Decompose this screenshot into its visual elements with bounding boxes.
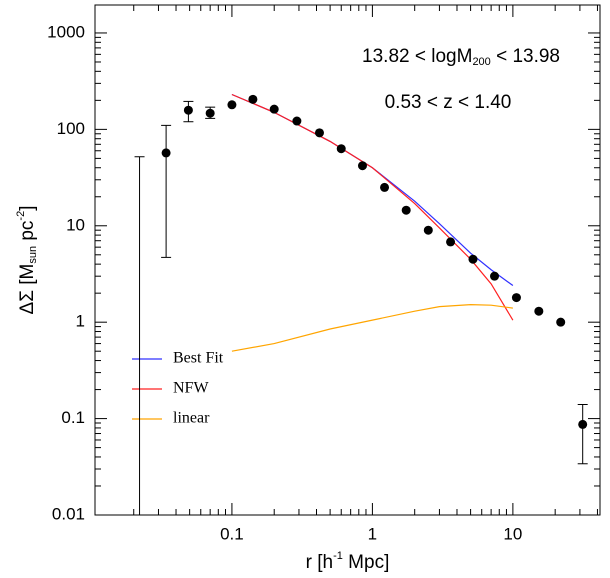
y-tick-label: 1 [76,312,85,331]
annotation: 13.82 < logM200 < 13.98 [362,46,560,68]
x-axis-label-part: r [h [306,552,333,573]
y-axis-label-part: -2 [15,211,27,221]
point [248,94,258,104]
point [161,148,171,158]
point [446,237,456,247]
point [490,271,500,281]
y-axis-label-part: ] [17,206,38,211]
point [380,182,390,192]
x-tick-label: 1 [368,524,377,543]
x-tick-label: 10 [503,524,522,543]
x-axis-label-part: -1 [333,550,343,562]
annotation-part: < 13.98 [491,46,560,67]
point [314,128,324,138]
point [183,105,193,115]
y-axis-label-part: pc [17,221,38,246]
x-tick-label: 0.1 [220,524,244,543]
y-tick-label: 0.01 [52,504,85,523]
point [511,293,521,303]
point [578,419,588,429]
y-axis-label-part: sun [27,246,39,264]
line [231,93,514,321]
point [292,116,302,126]
annotation: 0.53 < z < 1.40 [385,92,512,113]
x-axis-label-part: Mpc] [343,552,389,573]
x-axis-label: r [h-1 Mpc] [306,550,390,573]
legend-label: linear [173,410,210,427]
y-axis-label-part: ΔΣ [M [17,264,38,315]
point [269,104,279,114]
point [468,254,478,264]
y-tick-label: 1000 [47,22,85,41]
line [231,304,513,352]
y-tick-label: 10 [66,215,85,234]
plot-frame [94,4,601,516]
point [227,100,237,110]
annotation-part: 0.53 < z < 1.40 [385,92,512,113]
legend-label: NFW [173,380,209,397]
annotation-part: 13.82 < logM [362,46,472,67]
point [534,306,544,316]
y-tick-label: 0.1 [61,408,85,427]
point [357,161,367,171]
annotation-part: 200 [472,56,490,68]
point [423,225,433,235]
point [556,317,566,327]
y-tick-label: 100 [57,119,85,138]
point [205,108,215,118]
legend-label: Best Fit [173,350,224,367]
point [336,144,346,154]
point [401,205,411,215]
y-axis-label: ΔΣ [Msun pc-2] [15,206,39,315]
